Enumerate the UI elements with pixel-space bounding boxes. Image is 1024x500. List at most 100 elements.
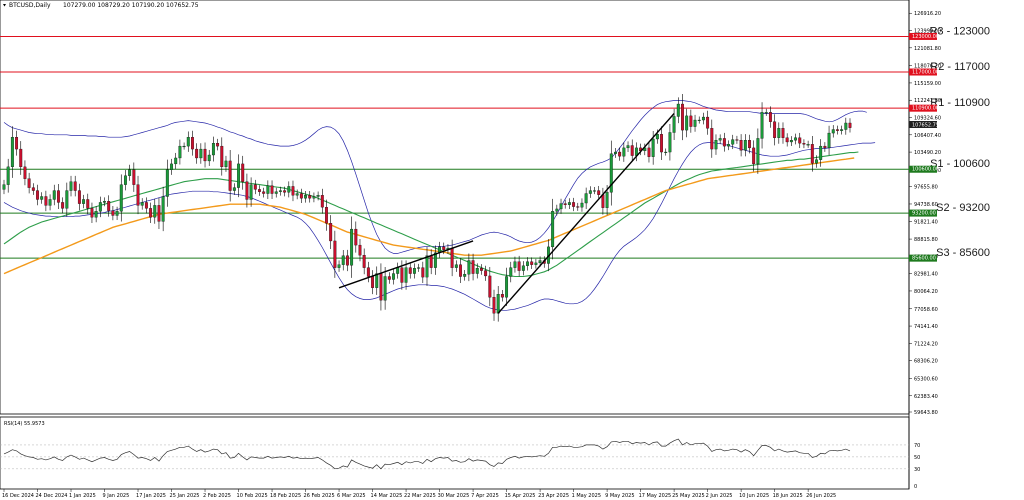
candle-body — [752, 147, 756, 165]
candle-body — [601, 194, 605, 208]
candle-body — [597, 190, 601, 195]
level-badge-label: 93200.00 — [912, 211, 936, 217]
candle-body — [668, 132, 672, 153]
x-tick-label: 1 Jan 2025 — [69, 493, 96, 499]
candle-body — [844, 122, 848, 130]
candle-body — [576, 206, 580, 208]
candle-body — [211, 142, 215, 156]
candle-body — [262, 191, 266, 194]
candle-body — [777, 128, 781, 138]
candle-body — [291, 186, 295, 196]
y-tick-label: 91821.40 — [914, 219, 938, 225]
x-tick-label: 30 Mar 2025 — [438, 493, 470, 499]
candle-body — [714, 140, 718, 150]
candle-body — [308, 195, 312, 199]
candle-body — [593, 190, 596, 192]
level-badge — [909, 209, 937, 217]
candle-body — [773, 121, 777, 138]
candle-body — [848, 122, 852, 128]
candle-body — [350, 228, 354, 266]
candle-body — [417, 267, 421, 269]
candle-body — [287, 186, 291, 193]
candle-body — [258, 189, 261, 192]
x-tick-label: 9 Jan 2025 — [103, 493, 130, 499]
candle-body — [760, 112, 764, 139]
y-tick-label: 71224.20 — [914, 341, 938, 347]
candle-body — [459, 264, 462, 277]
candle-body — [295, 193, 299, 196]
candle-body — [115, 211, 119, 216]
symbol-dropdown-icon[interactable] — [3, 4, 6, 7]
candle-body — [618, 151, 622, 157]
level-badge-label: 117000.00 — [912, 70, 939, 76]
chart-ohlc: 107279.00 108729.20 107190.20 107652.75 — [63, 2, 199, 9]
candle-body — [371, 276, 375, 288]
candle-body — [835, 129, 839, 131]
x-tick-label: 18 Jun 2025 — [773, 493, 803, 499]
candle-body — [69, 181, 73, 191]
y-tick-label: 65300.60 — [914, 376, 938, 382]
rsi-tick-label: 30 — [914, 467, 920, 473]
candle-body — [697, 119, 701, 121]
candle-body — [735, 139, 739, 141]
level-label: S3 - 85600 — [936, 247, 990, 259]
candle-body — [207, 154, 211, 162]
candle-body — [819, 145, 823, 160]
candle-body — [170, 163, 173, 170]
candle-body — [685, 115, 689, 131]
rsi-label: RSI(14) 55.9573 — [4, 421, 45, 427]
candle-body — [379, 273, 383, 301]
candle-body — [203, 148, 207, 162]
candle-body — [798, 137, 802, 144]
candle-body — [216, 142, 220, 147]
candle-body — [572, 202, 576, 207]
candle-body — [475, 268, 479, 274]
candle-body — [111, 210, 115, 216]
candle-body — [299, 193, 303, 199]
candle-body — [471, 260, 475, 274]
x-tick-label: 18 Feb 2025 — [270, 493, 301, 499]
x-tick-label: 16 Dec 2024 — [2, 493, 34, 499]
level-label: R1 - 110900 — [930, 97, 990, 109]
candle-body — [52, 190, 56, 200]
level-label: R3 - 123000 — [929, 25, 990, 37]
level-badge — [909, 68, 937, 76]
rsi-tick-label: 0 — [914, 484, 917, 490]
level-label: S2 - 93200 — [936, 202, 990, 214]
candle-body — [521, 265, 525, 271]
candle-body — [48, 199, 52, 206]
candle-body — [614, 151, 617, 154]
candle-body — [27, 178, 31, 188]
y-tick-label: 68306.20 — [914, 359, 938, 365]
candle-body — [429, 255, 433, 268]
candle-body — [6, 166, 10, 185]
y-tick-label: 59643.80 — [914, 410, 938, 416]
level-label: R2 - 117000 — [930, 61, 990, 73]
y-tick-label: 126916.20 — [914, 11, 941, 17]
candle-body — [785, 137, 789, 143]
candle-body — [375, 273, 379, 288]
candle-body — [584, 193, 588, 204]
candle-body — [358, 244, 362, 256]
candle-body — [241, 163, 245, 182]
candle-body — [630, 145, 634, 156]
candle-body — [161, 196, 165, 222]
candle-body — [831, 129, 835, 134]
y-tick-label: 112241.80 — [914, 98, 941, 104]
candle-body — [718, 138, 722, 141]
x-tick-label: 6 Mar 2025 — [337, 493, 366, 499]
level-badge — [909, 32, 937, 40]
candle-body — [98, 202, 102, 212]
candle-body — [270, 185, 274, 194]
candle-body — [266, 185, 270, 194]
candle-body — [781, 128, 785, 138]
candle-body — [224, 160, 228, 168]
x-tick-label: 9 May 2025 — [605, 493, 634, 499]
candle-body — [56, 190, 60, 203]
y-tick-label: 82981.40 — [914, 272, 938, 278]
candle-body — [329, 223, 333, 242]
candle-body — [10, 137, 14, 168]
candle-body — [86, 199, 90, 209]
y-tick-label: 94738.60 — [914, 202, 938, 208]
